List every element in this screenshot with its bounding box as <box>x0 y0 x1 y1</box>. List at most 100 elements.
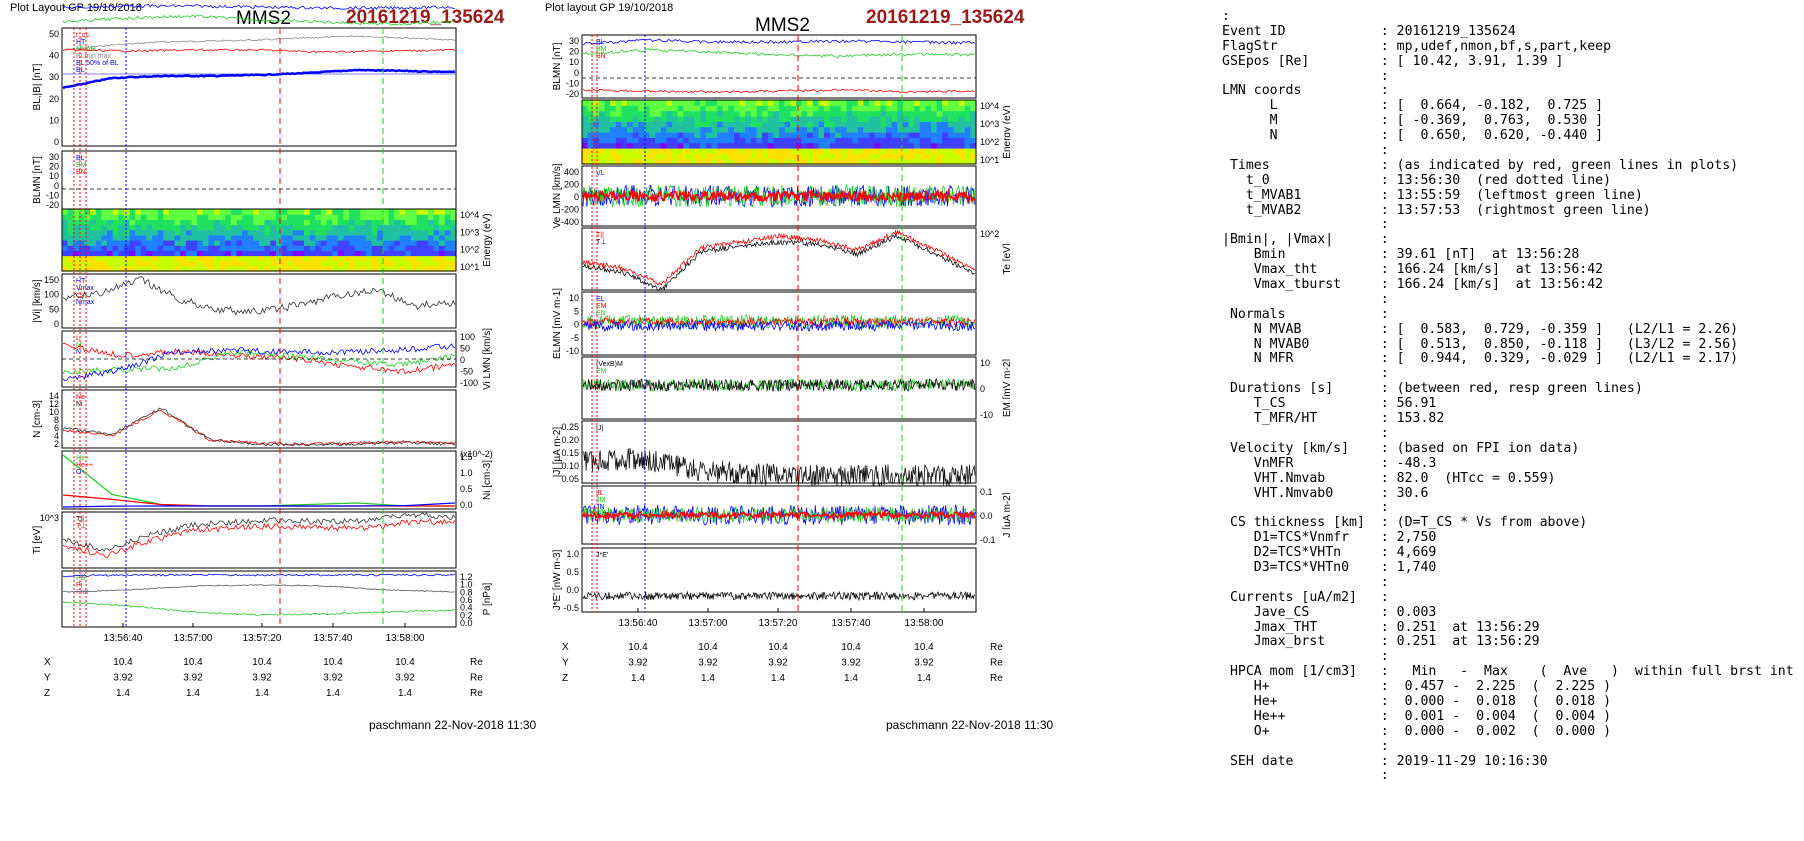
spectrogram-cell <box>885 100 893 106</box>
spectrogram-cell <box>582 142 589 149</box>
spectrogram-cell <box>880 100 887 106</box>
spectrogram-cell <box>433 229 440 236</box>
spectrogram-cell <box>281 255 288 262</box>
spectrogram-cell <box>275 224 283 231</box>
legend-entry: BN <box>76 169 86 176</box>
spectrogram-cell <box>315 260 322 267</box>
spectrogram-cell <box>439 260 446 267</box>
spectrogram-cell <box>180 245 187 251</box>
summary-line: Vmax_tburst : 166.24 [km/s] at 13:56:42 <box>1222 277 1604 293</box>
spectrogram-cell <box>683 132 690 138</box>
y-axis-label: Ve LMN [km/s] <box>552 163 563 228</box>
y-tick-label: 0 <box>54 181 59 191</box>
spectrogram-cell <box>728 116 735 122</box>
spectrogram-cell <box>734 100 741 106</box>
position-row-value: 10.4 <box>841 642 861 653</box>
spectrogram-cell <box>236 214 243 220</box>
spectrogram-cell <box>208 229 215 236</box>
spectrogram-cell <box>349 214 356 220</box>
spectrogram-cell <box>180 250 187 257</box>
spectrogram-cell <box>354 214 361 220</box>
spectrogram-cell <box>959 121 966 128</box>
spectrogram-cell <box>371 229 378 236</box>
spectrogram-cell <box>857 132 864 138</box>
spectrogram-cell <box>253 224 260 231</box>
spectrogram-cell <box>354 255 361 262</box>
spectrogram-cell <box>208 224 215 231</box>
spectrogram-cell <box>253 245 260 251</box>
spectrogram-cell <box>332 260 339 267</box>
spectrogram-cell <box>604 132 611 138</box>
spectrogram-cell <box>779 148 786 154</box>
spectrogram-cell <box>829 137 836 144</box>
spectrogram-cell <box>908 153 915 160</box>
spectrogram-cell <box>745 126 752 133</box>
spectrogram-cell <box>705 100 712 106</box>
position-row-value: 1.4 <box>116 688 130 699</box>
spectrogram-cell <box>852 121 859 128</box>
spectrogram-cell <box>444 265 451 272</box>
spectrogram-cell <box>140 214 147 220</box>
spectrogram-cell <box>326 240 333 246</box>
spectrogram-cell <box>840 105 848 112</box>
spectrogram-cell <box>773 126 780 133</box>
spectrogram-cell <box>422 260 429 267</box>
spectrogram-cell <box>152 240 159 246</box>
spectrogram-cell <box>287 265 294 272</box>
spectrogram-cell <box>332 214 339 220</box>
spectrogram-cell <box>931 142 938 149</box>
spectrogram-cell <box>208 219 215 226</box>
spectrogram-cell <box>320 229 328 236</box>
spectrogram-cell <box>891 158 898 165</box>
spectrogram-cell <box>925 148 932 154</box>
spectrogram-cell <box>694 132 701 138</box>
y-tick-label: 50 <box>49 29 59 39</box>
spectrogram-cell <box>67 214 74 220</box>
spectrogram-cell <box>298 219 305 226</box>
spectrogram-cell <box>343 219 350 226</box>
spectrogram-cell <box>416 250 423 257</box>
spectrogram-cell <box>253 265 260 272</box>
spectrogram-cell <box>818 105 825 112</box>
spectrogram-cell <box>874 153 881 160</box>
spectrogram-cell <box>649 126 656 133</box>
summary-line: N : [ 0.650, 0.620, -0.440 ] <box>1222 128 1604 144</box>
spectrogram-cell <box>360 234 367 241</box>
spectrogram-cell <box>964 137 971 144</box>
spectrogram-cell <box>197 214 204 220</box>
spectrogram-cell <box>326 209 333 215</box>
spectrogram-cell <box>427 240 435 246</box>
spectrogram-cell <box>275 265 283 272</box>
spectrogram-cell <box>214 260 221 267</box>
spectrogram-cell <box>371 214 378 220</box>
spectrogram-cell <box>947 110 955 117</box>
spectrogram-cell <box>298 234 305 241</box>
summary-line: Event ID : 20161219_135624 <box>1222 23 1516 39</box>
spectrogram-cell <box>627 126 634 133</box>
spectrogram-cell <box>191 224 198 231</box>
series-line <box>582 188 975 204</box>
spectrogram-cell <box>394 245 401 251</box>
spectrogram-cell <box>67 229 74 236</box>
spectrogram-cell <box>388 255 395 262</box>
spectrogram-cell <box>931 132 938 138</box>
spectrogram-cell <box>411 250 418 257</box>
spectrogram-cell <box>315 224 322 231</box>
spectrogram-cell <box>73 260 80 267</box>
spectrogram-cell <box>728 148 735 154</box>
spectrogram-cell <box>62 260 69 267</box>
spectrogram-cell <box>433 265 440 272</box>
spectrogram-cell <box>846 116 853 122</box>
spectrogram-cell <box>587 148 594 154</box>
spectrogram-cell <box>388 260 395 267</box>
spectrogram-cell <box>807 153 814 160</box>
spectrogram-cell <box>146 219 153 226</box>
y-tick-label: -400 <box>561 217 579 227</box>
spectrogram-cell <box>214 209 221 215</box>
spectrogram-cell <box>197 219 204 226</box>
spectrogram-cell <box>931 121 938 128</box>
spectrogram-cell <box>84 255 91 262</box>
spectrogram-cell <box>298 250 305 257</box>
spectrogram-cell <box>90 255 97 262</box>
